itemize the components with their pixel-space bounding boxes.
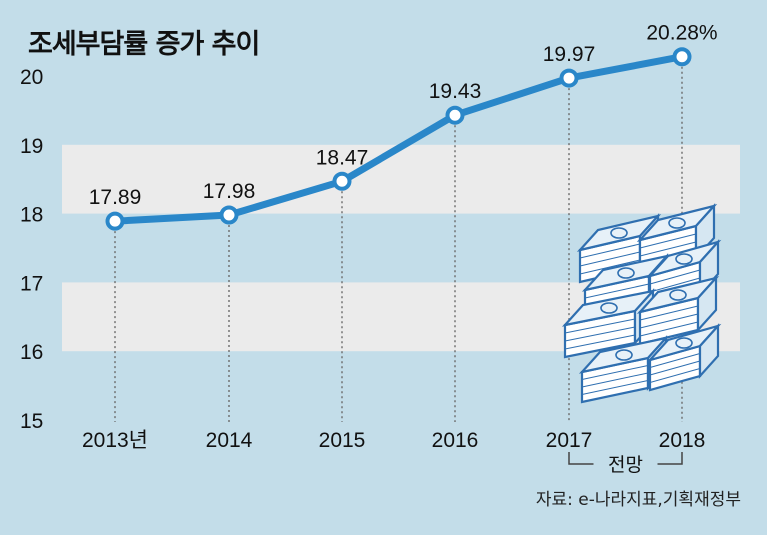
data-label: 20.28% bbox=[646, 22, 717, 45]
money-brick-edge bbox=[639, 305, 699, 321]
data-point bbox=[105, 211, 125, 231]
x-tick-label: 2016 bbox=[432, 429, 479, 452]
money-brick-edge bbox=[639, 241, 697, 257]
money-brick-side bbox=[696, 275, 718, 333]
data-point bbox=[672, 47, 692, 67]
money-brick-edge bbox=[579, 243, 641, 259]
money-brick-side bbox=[698, 323, 720, 379]
x-tick-label: 2017 bbox=[546, 429, 593, 452]
data-point bbox=[219, 205, 239, 225]
money-brick-seal bbox=[675, 253, 693, 265]
y-axis: 15 16 17 18 19 20 bbox=[20, 66, 43, 433]
data-label: 17.98 bbox=[203, 180, 256, 203]
money-brick-edge bbox=[649, 269, 701, 285]
money-brick-seal bbox=[615, 349, 633, 361]
money-brick-seal bbox=[617, 267, 635, 279]
data-label: 19.43 bbox=[429, 80, 482, 103]
money-brick bbox=[561, 288, 657, 359]
series-line bbox=[105, 47, 692, 231]
chart-title: 조세부담률 증가 추이 bbox=[28, 29, 260, 60]
x-tick-label: 2014 bbox=[206, 429, 253, 452]
money-brick-edge bbox=[649, 368, 701, 383]
money-brick-edge bbox=[581, 380, 649, 395]
money-brick-edge bbox=[639, 313, 699, 329]
money-brick-edge bbox=[639, 321, 699, 337]
y-tick-label: 15 bbox=[20, 410, 43, 433]
x-tick-label: 2015 bbox=[319, 429, 366, 452]
y-tick-label: 17 bbox=[20, 272, 43, 295]
money-brick-seal bbox=[669, 289, 687, 301]
y-tick-label: 16 bbox=[20, 341, 43, 364]
data-point bbox=[445, 105, 465, 125]
source-note: 자료: e-나라지표,기획재정부 bbox=[535, 490, 741, 510]
money-brick-seal bbox=[668, 217, 686, 229]
money-brick-seal bbox=[675, 337, 693, 349]
money-brick-seal bbox=[600, 302, 618, 314]
money-stacks-icon bbox=[561, 203, 722, 404]
money-brick-edge bbox=[639, 233, 697, 249]
data-label: 17.89 bbox=[89, 186, 142, 209]
money-brick bbox=[636, 275, 720, 346]
money-brick-edge bbox=[584, 283, 650, 299]
money-brick-edge bbox=[649, 277, 701, 293]
y-tick-label: 20 bbox=[20, 66, 43, 89]
x-tick-label: 2013년 bbox=[82, 429, 148, 452]
y-tick-label: 18 bbox=[20, 204, 43, 227]
data-point bbox=[559, 68, 579, 88]
money-brick-edge bbox=[564, 334, 636, 350]
money-brick-seal bbox=[610, 227, 628, 239]
x-axis: 2013년 2014 2015 2016 2017 2018 bbox=[82, 429, 705, 452]
data-label: 18.47 bbox=[316, 146, 369, 169]
forecast-label: 전망 bbox=[608, 454, 643, 476]
series-path bbox=[111, 53, 686, 225]
data-labels: 17.89 17.98 18.47 19.43 19.97 20.28% bbox=[89, 22, 718, 209]
money-brick-edge bbox=[581, 372, 649, 388]
data-point bbox=[332, 171, 352, 191]
money-brick-edge bbox=[649, 360, 701, 376]
money-brick-edge bbox=[649, 353, 701, 368]
x-tick-label: 2018 bbox=[659, 429, 706, 452]
money-brick bbox=[646, 323, 722, 392]
money-brick-edge bbox=[581, 365, 649, 380]
forecast-bracket: 전망 bbox=[568, 452, 683, 476]
y-tick-label: 19 bbox=[20, 135, 43, 158]
money-brick-edge bbox=[579, 259, 641, 275]
money-brick-edge bbox=[564, 318, 636, 334]
data-label: 19.97 bbox=[543, 43, 596, 66]
money-brick-edge bbox=[564, 326, 636, 342]
money-brick-edge bbox=[579, 251, 641, 267]
forecast-bracket-line bbox=[568, 452, 683, 465]
grid-band bbox=[62, 144, 740, 214]
